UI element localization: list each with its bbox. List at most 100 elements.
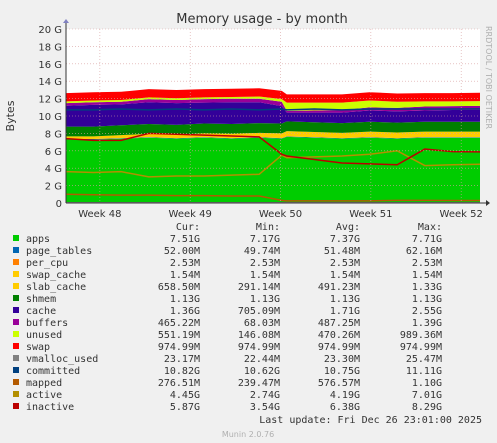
legend-value-min: 22.44M: [244, 354, 280, 365]
y-tick-label: 8 G: [45, 129, 62, 140]
legend-value-avg: 1.54M: [330, 270, 360, 281]
x-tick-label: Week 51: [349, 209, 392, 220]
legend-value-avg: 23.30M: [324, 354, 360, 365]
legend-value-max: 25.47M: [406, 354, 442, 365]
grid-lines: [66, 28, 480, 204]
legend-swatch: [13, 367, 19, 373]
legend-value-min: 2.53M: [250, 258, 280, 269]
legend-series-name: inactive: [26, 402, 74, 413]
legend-series-name: swap: [26, 342, 50, 353]
legend-value-min: 68.03M: [244, 318, 280, 329]
legend-value-avg: 470.26M: [318, 330, 360, 341]
rrdtool-side-label: RRDTOOL / TOBI OETIKER: [484, 26, 493, 129]
y-tick-label: 20 G: [38, 25, 62, 36]
legend-swatch: [13, 331, 19, 337]
legend-value-max: 1.13G: [412, 294, 442, 305]
legend-value-max: 7.01G: [412, 390, 442, 401]
legend-value-max: 989.36M: [400, 330, 442, 341]
legend-value-cur: 658.50M: [158, 282, 200, 293]
y-tick-label: 14 G: [38, 77, 62, 88]
legend-value-max: 1.54M: [412, 270, 442, 281]
legend-value-max: 974.99M: [400, 342, 442, 353]
legend-row-page-tables: page_tables 52.00M 49.74M 51.48M 62.16M: [13, 246, 442, 257]
legend-swatch: [13, 271, 19, 277]
legend-column-header: Avg:: [336, 222, 360, 233]
y-axis-arrow: [63, 19, 69, 23]
legend-value-cur: 5.87G: [170, 402, 200, 413]
legend-value-avg: 4.19G: [330, 390, 360, 401]
legend-value-max: 1.10G: [412, 378, 442, 389]
legend-row-swap-cache: swap_cache 1.54M 1.54M 1.54M 1.54M: [13, 270, 442, 281]
legend-swatch: [13, 307, 19, 313]
legend-value-max: 62.16M: [406, 246, 442, 257]
legend-value-cur: 7.51G: [170, 234, 200, 245]
legend-value-avg: 51.48M: [324, 246, 360, 257]
legend-value-avg: 6.38G: [330, 402, 360, 413]
legend-row-committed: committed 10.82G 10.62G 10.75G 11.11G: [13, 366, 442, 377]
legend-column-header: Max:: [418, 222, 442, 233]
y-axis-label: Bytes: [4, 100, 17, 131]
legend-row-per-cpu: per_cpu 2.53M 2.53M 2.53M 2.53M: [13, 258, 442, 269]
legend-value-max: 2.53M: [412, 258, 442, 269]
legend-row-cache: cache 1.36G 705.09M 1.71G 2.55G: [13, 306, 442, 317]
legend-value-max: 1.39G: [412, 318, 442, 329]
legend-series-name: unused: [26, 330, 62, 341]
legend-series-name: buffers: [26, 318, 68, 329]
chart-title: Memory usage - by month: [176, 12, 347, 27]
legend: Cur: Min: Avg: Max: apps 7.51G 7.17G 7.37G 7.71G…: [13, 222, 442, 413]
legend-value-avg: 491.23M: [318, 282, 360, 293]
legend-value-avg: 974.99M: [318, 342, 360, 353]
legend-value-min: 7.17G: [250, 234, 280, 245]
x-axis-ticks: Week 48 Week 49 Week 50 Week 51 Week 52: [78, 209, 483, 220]
legend-series-name: vmalloc_used: [26, 354, 98, 365]
legend-row-apps: apps 7.51G 7.17G 7.37G 7.71G: [13, 234, 442, 245]
legend-value-min: 49.74M: [244, 246, 280, 257]
y-tick-label: 6 G: [45, 147, 62, 158]
legend-column-header: Min:: [256, 222, 280, 233]
legend-value-avg: 7.37G: [330, 234, 360, 245]
legend-value-min: 705.09M: [238, 306, 280, 317]
y-tick-label: 4 G: [45, 164, 62, 175]
y-tick-label: 16 G: [38, 60, 62, 71]
legend-row-active: active 4.45G 2.74G 4.19G 7.01G: [13, 390, 442, 401]
y-tick-label: 18 G: [38, 42, 62, 53]
munin-footer: Munin 2.0.76: [222, 430, 274, 439]
legend-value-cur: 974.99M: [158, 342, 200, 353]
legend-swatch: [13, 295, 19, 301]
legend-column-header: Cur:: [176, 222, 200, 233]
legend-swatch: [13, 319, 19, 325]
legend-row-buffers: buffers 465.22M 68.03M 487.25M 1.39G: [13, 318, 442, 329]
x-tick-label: Week 49: [169, 209, 212, 220]
legend-value-min: 3.54G: [250, 402, 280, 413]
legend-value-cur: 2.53M: [170, 258, 200, 269]
x-tick-label: Week 52: [440, 209, 483, 220]
legend-swatch: [13, 379, 19, 385]
y-tick-label: 2 G: [45, 182, 62, 193]
legend-series-name: per_cpu: [26, 258, 68, 269]
legend-row-swap: swap 974.99M 974.99M 974.99M 974.99M: [13, 342, 442, 353]
legend-swatch: [13, 283, 19, 289]
legend-row-shmem: shmem 1.13G 1.13G 1.13G 1.13G: [13, 294, 442, 305]
legend-value-min: 10.62G: [244, 366, 280, 377]
x-tick-label: Week 50: [259, 209, 302, 220]
legend-value-cur: 1.36G: [170, 306, 200, 317]
legend-row-mapped: mapped 276.51M 239.47M 576.57M 1.10G: [13, 378, 442, 389]
legend-swatch: [13, 343, 19, 349]
legend-series-name: slab_cache: [26, 282, 86, 293]
legend-value-cur: 276.51M: [158, 378, 200, 389]
line-active: [65, 150, 481, 178]
legend-row-vmalloc-used: vmalloc_used 23.17M 22.44M 23.30M 25.47M: [13, 354, 442, 365]
line-committed: [66, 108, 481, 111]
legend-value-avg: 576.57M: [318, 378, 360, 389]
x-axis-arrow: [486, 200, 490, 206]
legend-value-cur: 4.45G: [170, 390, 200, 401]
legend-value-max: 11.11G: [406, 366, 442, 377]
area-shmem: [66, 121, 480, 137]
legend-value-cur: 551.19M: [158, 330, 200, 341]
legend-value-max: 8.29G: [412, 402, 442, 413]
legend-value-cur: 1.54M: [170, 270, 200, 281]
line-inactive: [65, 132, 481, 166]
legend-swatch: [13, 391, 19, 397]
legend-swatch: [13, 235, 19, 241]
legend-value-avg: 10.75G: [324, 366, 360, 377]
